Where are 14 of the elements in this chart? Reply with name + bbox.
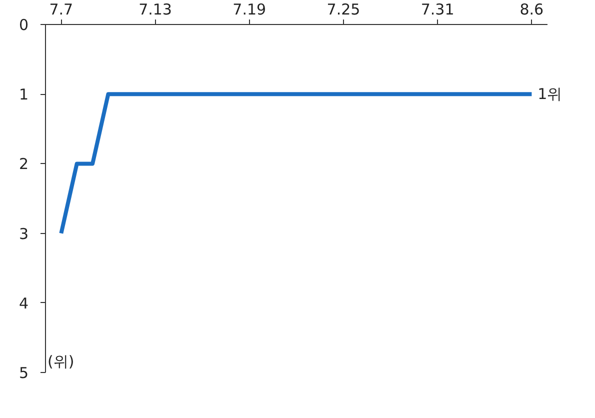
y-tick-label: 2 xyxy=(18,155,29,174)
x-tick-label: 7.19 xyxy=(232,0,266,18)
y-tick-label: 0 xyxy=(18,16,29,34)
annotation: 1위 xyxy=(538,85,562,104)
y-tick-label: 5 xyxy=(18,364,29,382)
x-tick-label: 7.13 xyxy=(138,0,172,18)
x-tick-label: 7.25 xyxy=(326,0,360,18)
x-tick-label: 7.7 xyxy=(49,0,74,18)
y-tick-label: 4 xyxy=(18,294,29,312)
y-tick-label: 1 xyxy=(18,86,29,104)
y-axis-title: (위) xyxy=(48,352,74,370)
y-tick-label: 3 xyxy=(18,224,29,243)
x-tick-label: 7.31 xyxy=(420,0,454,18)
x-tick-label: 8.6 xyxy=(520,0,544,18)
